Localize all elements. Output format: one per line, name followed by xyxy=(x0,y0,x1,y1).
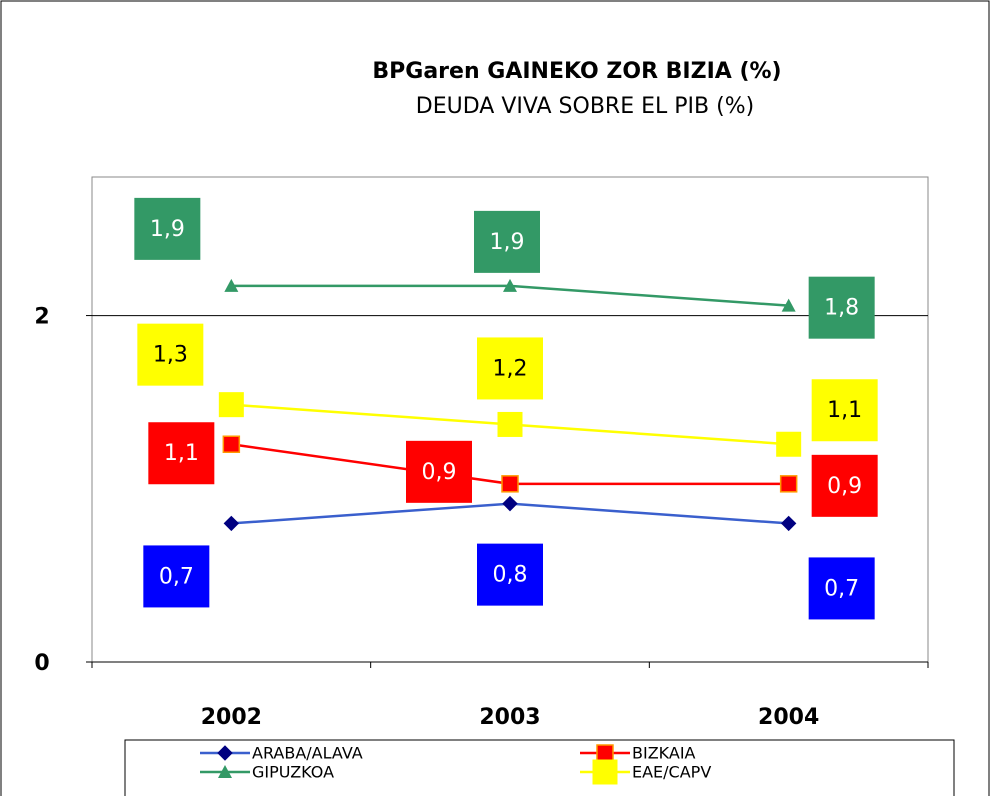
line-marker xyxy=(501,475,519,493)
line-marker xyxy=(497,411,523,437)
line-marker xyxy=(222,435,241,453)
legend-marker xyxy=(596,744,614,762)
line-marker xyxy=(218,392,244,418)
line-marker xyxy=(503,278,517,292)
data-label: 1,9 xyxy=(150,217,185,242)
x-tick-label: 2002 xyxy=(201,705,262,730)
data-label-box xyxy=(811,379,878,442)
legend-marker xyxy=(217,745,233,761)
data-label: 0,9 xyxy=(422,460,457,485)
data-label-box xyxy=(808,276,875,339)
legend-label: GIPUZKOA xyxy=(252,763,334,782)
data-label: 0,8 xyxy=(493,563,528,588)
data-label: 1,8 xyxy=(824,296,859,321)
line-marker xyxy=(781,298,796,312)
data-label: 0,7 xyxy=(824,576,859,601)
data-label: 1,3 xyxy=(153,343,188,368)
data-label-box xyxy=(811,454,878,517)
chart-subtitle: DEUDA VIVA SOBRE EL PIB (%) xyxy=(416,94,754,119)
data-label-box xyxy=(477,543,543,606)
data-label: 0,9 xyxy=(827,474,862,499)
data-label-box xyxy=(134,197,201,260)
line-marker xyxy=(776,431,802,457)
line-marker xyxy=(780,515,797,532)
line-marker xyxy=(779,475,798,493)
data-label-box xyxy=(137,323,204,386)
y-tick-label: 2 xyxy=(34,305,49,330)
data-label: 1,1 xyxy=(164,441,199,466)
data-label-box xyxy=(148,422,215,485)
x-tick-label: 2004 xyxy=(758,705,819,730)
line-marker xyxy=(223,515,240,532)
data-label-box xyxy=(474,210,540,273)
data-label: 0,7 xyxy=(159,564,194,589)
data-label-box xyxy=(143,545,210,608)
legend-marker xyxy=(592,759,618,785)
line-marker xyxy=(224,278,239,292)
y-tick-label: 0 xyxy=(34,651,49,676)
data-label-box xyxy=(477,337,543,400)
chart-title: BPGaren GAINEKO ZOR BIZIA (%) xyxy=(372,59,781,84)
legend-label: BIZKAIA xyxy=(632,744,696,763)
data-label-box xyxy=(808,557,875,620)
legend-label: EAE/CAPV xyxy=(632,763,711,782)
x-tick-label: 2003 xyxy=(479,705,540,730)
legend xyxy=(124,739,955,800)
data-label: 1,9 xyxy=(490,230,525,255)
data-label: 1,2 xyxy=(493,356,528,381)
data-label-box xyxy=(406,440,472,503)
legend-label: ARABA/ALAVA xyxy=(252,744,363,763)
legend-marker xyxy=(218,765,232,778)
data-label: 1,1 xyxy=(827,398,862,423)
line-marker xyxy=(502,495,518,512)
